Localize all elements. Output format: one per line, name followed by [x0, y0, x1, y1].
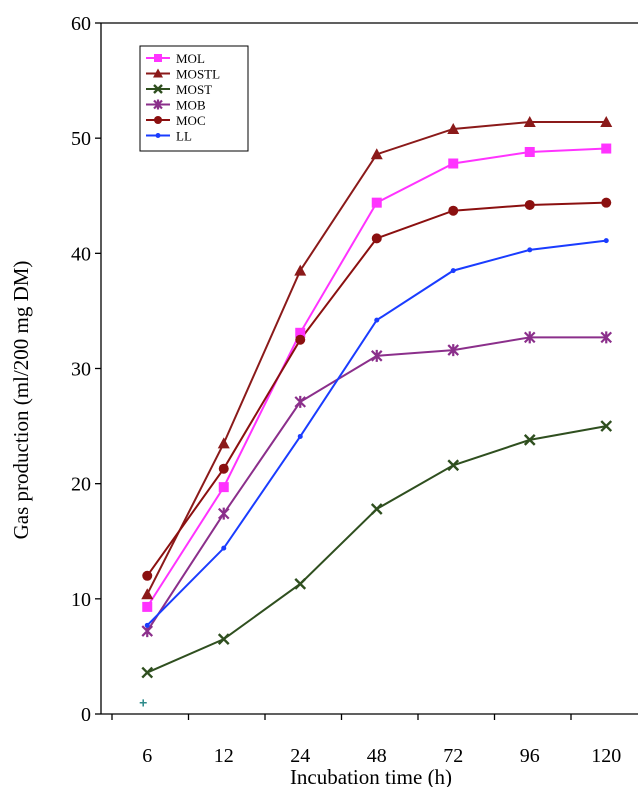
axes: 0 10 20 30 40 50 60 6 12 24 48 72 96 120 +	[71, 13, 638, 767]
data-point-mob	[294, 395, 307, 408]
series-line-moc	[146, 201, 607, 577]
data-point-most	[523, 434, 536, 446]
x-tick-label: 96	[520, 745, 540, 767]
x-tick-label: 24	[290, 745, 310, 767]
data-point-mol	[218, 482, 229, 493]
data-point-most	[141, 666, 154, 679]
legend-label-moc: MOC	[176, 113, 206, 128]
legend-swatch-marker-mostl	[153, 68, 163, 78]
y-tick-label: 50	[71, 128, 91, 150]
data-point-ll	[527, 247, 533, 253]
data-point-mostl	[141, 588, 154, 600]
data-point-mob	[217, 507, 230, 520]
series-line-ll	[146, 239, 607, 627]
y-axis-title: Gas production (ml/200 mg DM)	[9, 261, 33, 540]
legend-label-most: MOST	[176, 82, 212, 97]
data-point-moc	[524, 199, 535, 210]
annotation-marker: +	[139, 694, 147, 710]
data-point-mostl	[600, 116, 613, 128]
data-point-mostl	[447, 122, 460, 134]
data-point-ll	[450, 268, 456, 274]
data-point-mob	[600, 331, 613, 344]
data-point-ll	[603, 238, 609, 244]
data-point-ll	[221, 545, 227, 551]
data-point-mob	[447, 344, 460, 357]
x-axis-title: Incubation time (h)	[290, 765, 452, 787]
legend-label-mob: MOB	[176, 98, 206, 113]
legend-label-mol: MOL	[176, 51, 205, 66]
data-point-ll	[374, 317, 380, 323]
data-point-mostl	[294, 264, 307, 276]
data-point-mol	[448, 158, 459, 169]
data-point-most	[600, 420, 613, 432]
legend-swatch-marker-mol	[154, 54, 162, 62]
data-point-mob	[370, 349, 383, 362]
data-point-mol	[142, 601, 153, 612]
y-tick-label: 40	[71, 243, 91, 265]
y-tick-label: 60	[71, 13, 91, 35]
data-point-mol	[295, 327, 306, 338]
data-point-most	[217, 633, 230, 645]
data-point-most	[294, 578, 307, 590]
data-point-mob	[523, 331, 536, 344]
series-line-most	[146, 425, 607, 674]
x-tick-label: 120	[591, 745, 621, 767]
x-tick-label: 48	[367, 745, 387, 767]
data-point-mostl	[217, 437, 230, 449]
x-tick-label: 12	[214, 745, 234, 767]
series-line-mob	[146, 336, 607, 632]
data-point-ll	[144, 622, 150, 628]
data-point-moc	[218, 463, 229, 474]
data-point-mol	[524, 146, 535, 157]
legend-swatch-marker-most	[153, 84, 163, 94]
legend-swatch-marker-moc	[154, 116, 162, 124]
series-line-mol	[146, 147, 607, 608]
data-point-moc	[601, 197, 612, 208]
legend-swatch-marker-ll	[155, 133, 161, 138]
x-tick-label: 72	[443, 745, 463, 767]
data-point-most	[370, 503, 383, 515]
legend-swatch-marker-mob	[153, 99, 163, 110]
legend-label-mostl: MOSTL	[176, 67, 220, 82]
data-point-most	[447, 459, 460, 472]
data-point-moc	[371, 233, 382, 244]
data-point-moc	[295, 334, 306, 345]
y-tick-label: 30	[71, 359, 91, 381]
series-markers	[141, 116, 613, 679]
data-point-mol	[601, 143, 612, 154]
data-point-mostl	[370, 148, 383, 160]
data-point-moc	[142, 570, 153, 581]
y-tick-label: 20	[71, 474, 91, 496]
y-tick-label: 10	[71, 589, 91, 611]
legend-label-ll: LL	[176, 129, 192, 144]
x-tick-label: 6	[142, 745, 152, 767]
data-point-moc	[448, 205, 459, 216]
y-tick-label: 0	[81, 704, 91, 726]
data-point-mostl	[523, 116, 536, 128]
data-point-ll	[297, 433, 303, 439]
data-point-mol	[371, 197, 382, 208]
